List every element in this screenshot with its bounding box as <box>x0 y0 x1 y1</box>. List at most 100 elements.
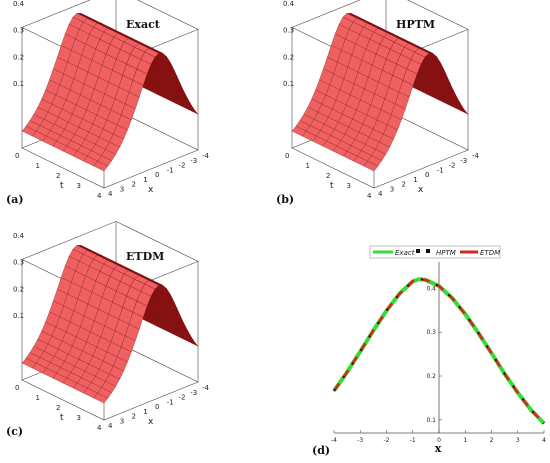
t-tick-label: 3 <box>77 414 81 422</box>
x-tick-label: 4 <box>108 190 113 198</box>
z-tick-label: 0.3 <box>13 259 24 267</box>
y-tick-label: 0.2 <box>426 373 436 380</box>
x-tick-label: 4 <box>378 190 383 198</box>
surface-facet <box>93 161 109 172</box>
x-tick-label: 1 <box>463 437 467 444</box>
t-tick-label: 1 <box>36 162 40 170</box>
x-tick-label: -2 <box>179 162 186 170</box>
x-tick-labels: -4 -3 -2 -1 0 1 2 3 4 <box>331 430 546 444</box>
x-tick-label: 1 <box>413 176 417 184</box>
x-tick-label: -3 <box>460 157 467 165</box>
panel-title: Exact <box>126 18 161 31</box>
t-tick-label: 3 <box>347 182 351 190</box>
t-tick-label: 3 <box>77 182 81 190</box>
x-axis-label: x <box>148 185 154 195</box>
y-tick-labels: 0.1 0.2 0.3 0.4 <box>426 285 442 424</box>
t-tick-label: 2 <box>56 404 60 412</box>
t-tick-label: 0 <box>15 384 19 392</box>
z-tick-label: 0.1 <box>13 312 24 320</box>
series-lines <box>332 277 546 425</box>
t-tick-label: 2 <box>326 172 330 180</box>
x-tick-label: -1 <box>437 166 444 174</box>
z-tick-label: 0.2 <box>13 53 24 61</box>
x-tick-label: 4 <box>108 422 113 430</box>
x-tick-label: -1 <box>410 437 416 444</box>
t-tick-label: 1 <box>36 394 40 402</box>
legend-box <box>369 245 501 259</box>
z-tick-label: 0.3 <box>283 27 294 35</box>
x-tick-label: -3 <box>190 389 197 397</box>
series-etdm <box>332 277 545 425</box>
y-tick-label: 0.4 <box>426 285 436 292</box>
x-tick-label: -4 <box>331 437 337 444</box>
x-axis-label: x <box>435 442 442 455</box>
x-tick-label: 3 <box>516 437 520 444</box>
t-tick-label: 0 <box>15 152 19 160</box>
x-tick-label: 3 <box>120 417 124 425</box>
t-tick-label: 4 <box>97 192 102 200</box>
z-tick-label: 0.1 <box>283 80 294 88</box>
surface-facet <box>363 161 379 172</box>
y-tick-label: 0.3 <box>426 329 436 336</box>
x-tick-label: 3 <box>120 185 124 193</box>
panel-title: ETDM <box>126 250 164 263</box>
x-tick-label: -2 <box>179 394 186 402</box>
x-tick-label: -2 <box>384 437 390 444</box>
t-axis-label: t <box>60 181 64 191</box>
x-tick-label: 2 <box>132 181 136 189</box>
panel-title: HPTM <box>396 18 435 31</box>
z-tick-label: 0.4 <box>283 0 295 8</box>
x-tick-label: 0 <box>425 171 429 179</box>
t-tick-label: 4 <box>367 192 372 200</box>
z-tick-label: 0.2 <box>13 285 24 293</box>
z-tick-label: 0.1 <box>13 80 24 88</box>
x-tick-label: -4 <box>202 152 210 160</box>
x-tick-label: 3 <box>390 185 394 193</box>
x-tick-label: 1 <box>143 408 147 416</box>
x-tick-label: 2 <box>490 437 494 444</box>
x-tick-label: 2 <box>132 413 136 421</box>
x-tick-label: -4 <box>472 152 480 160</box>
x-tick-label: 2 <box>402 181 406 189</box>
z-tick-label: 0.3 <box>13 27 24 35</box>
x-tick-label: 0 <box>437 437 441 444</box>
panel-label: (a) <box>6 193 24 206</box>
x-tick-label: 0 <box>155 403 159 411</box>
y-tick-label: 0.1 <box>426 417 436 424</box>
x-tick-label: -1 <box>167 166 174 174</box>
x-tick-label: -4 <box>202 384 210 392</box>
t-tick-label: 1 <box>306 162 310 170</box>
surface <box>21 13 199 172</box>
t-tick-label: 4 <box>97 424 102 432</box>
surface-facet <box>93 393 109 404</box>
x-tick-label: 1 <box>143 176 147 184</box>
x-tick-label: 0 <box>155 171 159 179</box>
z-tick-label: 0.2 <box>283 53 294 61</box>
x-tick-label: -3 <box>357 437 363 444</box>
x-tick-label: -1 <box>167 398 174 406</box>
legend-label-etdm: ETDM <box>480 249 500 257</box>
t-tick-label: 2 <box>56 172 60 180</box>
panel-label-d: (d) <box>312 444 330 457</box>
surface <box>291 13 469 172</box>
t-axis-label: t <box>330 181 334 191</box>
z-tick-label: 0.4 <box>13 0 25 8</box>
legend-label-hptm: HPTM <box>436 249 456 257</box>
x-tick-label: -3 <box>190 157 197 165</box>
t-tick-label: 0 <box>285 152 289 160</box>
panel-label: (b) <box>276 193 294 206</box>
line-chart-d: Exact HPTM ETDM -4 -3 -2 -1 0 1 2 3 4 0.10.20.30… <box>312 245 546 457</box>
legend-swatch-hptm-2 <box>426 249 430 253</box>
x-tick-label: -2 <box>449 162 456 170</box>
x-tick-label: 4 <box>542 437 546 444</box>
surface <box>21 245 199 404</box>
legend-swatch-hptm <box>416 249 420 253</box>
x-axis-label: x <box>148 417 154 427</box>
t-axis-label: t <box>60 413 64 423</box>
x-axis-label: x <box>418 185 424 195</box>
z-tick-label: 0.4 <box>13 232 25 240</box>
